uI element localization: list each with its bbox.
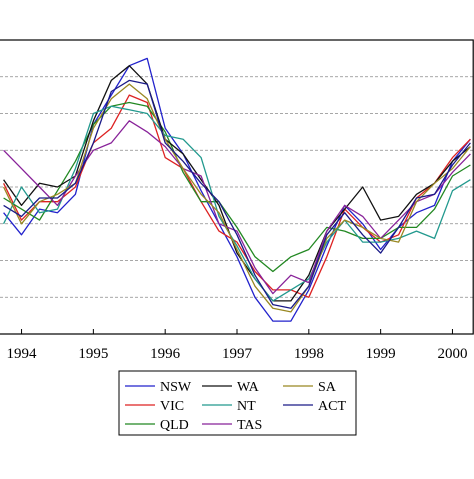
series-line-sa (3, 83, 471, 313)
legend-label-wa: WA (237, 380, 260, 395)
legend-label-qld: QLD (160, 418, 189, 433)
legend-label-tas: TAS (237, 418, 262, 433)
legend-label-nsw: NSW (160, 380, 192, 395)
x-tick-label-1994: 1994 (7, 346, 38, 362)
series-line-tas (3, 120, 471, 295)
legend: NSW VIC QLD WA NT TAS SA ACT (118, 370, 357, 436)
legend-label-sa: SA (318, 380, 337, 395)
plot-frame (0, 39, 474, 335)
series-line-wa (3, 65, 471, 302)
x-tick-label-1999: 1999 (366, 346, 396, 362)
series-lines (3, 57, 471, 322)
x-axis: 1994 1995 1996 1997 1998 1999 2000 (7, 329, 467, 362)
legend-box (118, 370, 357, 436)
legend-label-act: ACT (318, 399, 346, 414)
x-tick-label-2000: 2000 (437, 346, 467, 362)
legend-label-vic: VIC (160, 399, 184, 414)
series-line-vic (3, 94, 471, 298)
x-tick-label-1998: 1998 (294, 346, 324, 362)
grid-lines (0, 76, 474, 298)
x-tick-label-1997: 1997 (222, 346, 253, 362)
series-line-act (3, 79, 471, 309)
x-tick-label-1996: 1996 (150, 346, 181, 362)
series-line-nt (3, 105, 471, 302)
x-tick-label-1995: 1995 (78, 346, 108, 362)
legend-label-nt: NT (237, 399, 256, 414)
